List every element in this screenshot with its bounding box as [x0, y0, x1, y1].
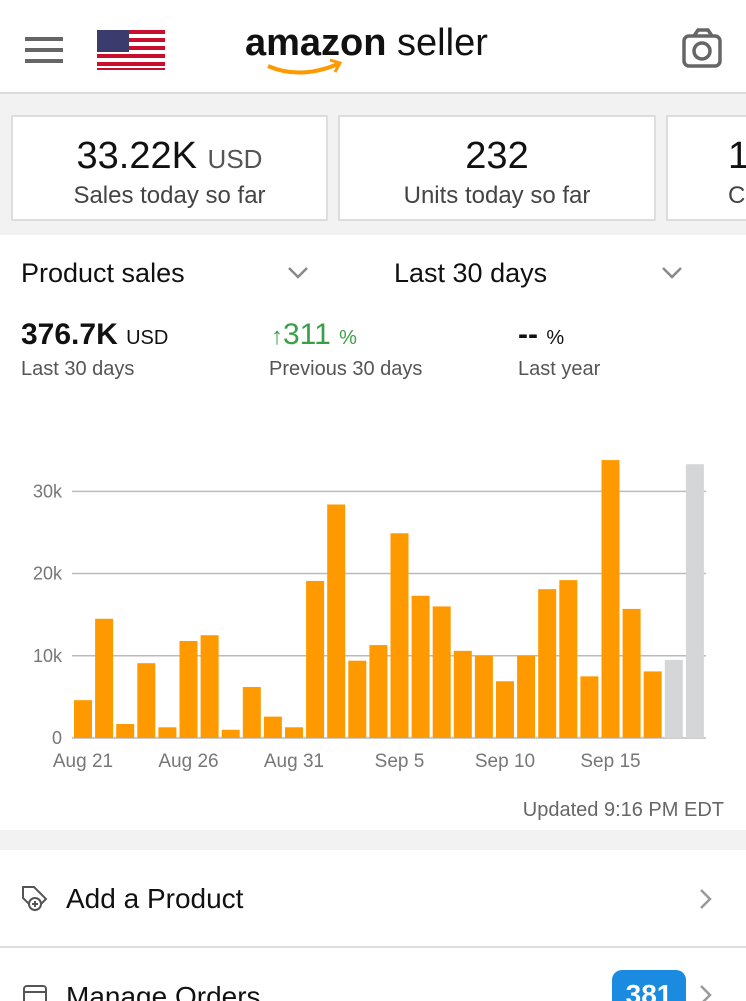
card[interactable]: 232 Units today so far: [338, 115, 656, 221]
logo-smile: [267, 62, 339, 75]
card-unit: USD: [207, 144, 263, 174]
metric-selector[interactable]: Product sales: [21, 258, 185, 288]
logo-text: amazon: [245, 22, 387, 64]
y-tick-label: 10k: [33, 646, 63, 666]
stat-unit: %: [339, 327, 357, 349]
bar: [474, 655, 493, 738]
header: amazon seller: [0, 0, 746, 94]
card-value: 232: [465, 135, 529, 177]
bar: [263, 716, 282, 738]
x-tick-label: Sep 10: [475, 751, 535, 772]
updated-time: Updated 9:16 PM EDT: [522, 799, 724, 821]
menu-label: Add a Product: [66, 883, 244, 914]
divider-band: [0, 830, 746, 850]
bar: [306, 580, 325, 738]
stat-unit: %: [546, 327, 565, 349]
stat-label: Last year: [518, 358, 601, 380]
chevron-down[interactable]: [288, 267, 308, 279]
x-tick-label: Aug 21: [53, 751, 113, 772]
bar: [221, 729, 240, 738]
chart: 0 10k 20k 30k Aug 21 Aug 26 Aug 31 Sep 5 Sep 10 S…: [33, 460, 706, 772]
bar: [74, 700, 92, 738]
tag-icon: [22, 886, 48, 912]
bar: [116, 724, 135, 738]
y-tick-label: 30k: [33, 481, 63, 501]
bar: [137, 663, 156, 738]
logo-arrow: [329, 58, 343, 73]
bar: [390, 533, 409, 738]
card[interactable]: 1 C: [666, 115, 746, 221]
x-tick-label: Sep 15: [580, 751, 640, 772]
bar: [200, 635, 219, 738]
badge: 381: [612, 970, 686, 1001]
stat-unit: USD: [126, 327, 169, 349]
card-label: Sales today so far: [73, 182, 266, 209]
bar: [496, 681, 514, 738]
chevron-right: [700, 985, 712, 1001]
chevron-down[interactable]: [662, 267, 682, 279]
stat-label: Previous 30 days: [269, 358, 423, 380]
menu-icon[interactable]: [25, 37, 63, 63]
y-tick-label: 20k: [33, 564, 63, 584]
chevrons: [288, 267, 682, 279]
card-label: Units today so far: [403, 182, 591, 209]
up-arrow: ↑: [271, 323, 283, 350]
camera-icon[interactable]: [682, 28, 722, 68]
header-icons: [25, 28, 722, 75]
bar: [580, 676, 599, 738]
card-label: C: [728, 182, 746, 209]
bar: [432, 606, 451, 738]
flag[interactable]: [97, 30, 165, 70]
card-value: 33.22K: [76, 135, 197, 177]
menu-item[interactable]: Add a Product: [0, 850, 746, 948]
bar: [643, 671, 662, 738]
stat-label: Last 30 days: [21, 358, 135, 380]
bar: [285, 727, 303, 738]
y-tick-label: 0: [52, 728, 62, 748]
bar: [453, 650, 472, 738]
bar: [369, 645, 388, 738]
x-tick-label: Sep 5: [375, 751, 425, 772]
bar: [327, 504, 346, 738]
bar: [559, 580, 578, 738]
x-tick-label: Aug 31: [264, 751, 324, 772]
stat-value-row: -- %: [518, 318, 564, 352]
logo-suffix: seller: [397, 22, 488, 64]
menu-item[interactable]: Manage Orders 381: [0, 948, 746, 1001]
bar: [622, 608, 641, 738]
orders-icon: [23, 985, 47, 1001]
stat-value: --: [518, 318, 538, 351]
bar: [411, 595, 430, 738]
bar: [95, 618, 114, 738]
card-value-row: 33.22K USD: [13, 135, 326, 178]
bar: [664, 659, 683, 738]
bar: [158, 727, 177, 738]
stat-value-row: ↑311 %: [271, 318, 357, 352]
stat-value: 376.7K: [21, 318, 118, 351]
bar: [601, 460, 620, 738]
logo: amazon seller: [245, 22, 488, 65]
bar: [685, 464, 704, 738]
range-selector[interactable]: Last 30 days: [394, 258, 548, 288]
bar: [179, 640, 198, 738]
bar: [348, 660, 367, 738]
bar: [517, 655, 536, 738]
chevron-right: [700, 889, 712, 909]
bar: [538, 589, 557, 738]
menu-label: Manage Orders: [66, 981, 261, 1001]
bar: [242, 687, 261, 738]
card[interactable]: 33.22K USD Sales today so far: [11, 115, 328, 221]
stat-value-row: 376.7K USD: [21, 318, 168, 352]
card-value: 1: [728, 135, 746, 178]
stat-value: 311: [283, 318, 331, 351]
x-tick-label: Aug 26: [158, 751, 218, 772]
